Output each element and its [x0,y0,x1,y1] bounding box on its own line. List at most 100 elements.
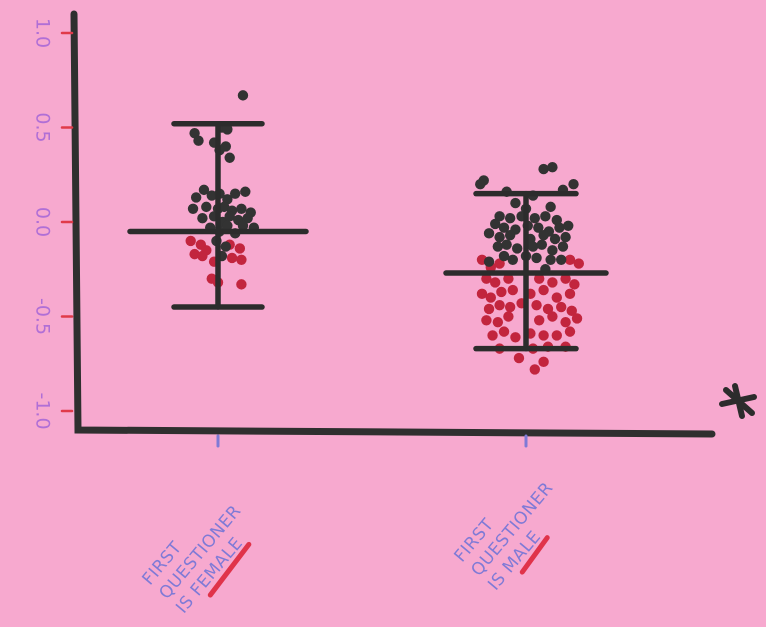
black-data-point [492,241,504,252]
black-data-point [219,201,230,213]
black-data-point [504,213,516,224]
black-data-point [533,222,544,233]
red-data-point [476,288,488,300]
black-data-point [547,161,558,173]
red-data-point [534,273,545,284]
black-data-point [224,211,235,222]
black-data-point [498,250,510,262]
red-data-point [487,330,498,341]
red-data-point [560,316,571,328]
red-data-point [496,286,507,298]
black-data-point [187,203,199,214]
red-data-point [560,273,571,284]
black-data-point [554,222,565,233]
black-data-point [242,213,253,224]
red-data-point [503,273,514,284]
black-data-point [527,241,539,252]
red-data-point [504,301,516,313]
black-data-point [220,241,231,252]
black-data-point [240,186,251,197]
black-data-point [545,201,556,213]
black-data-point [483,228,495,239]
red-data-point [551,330,562,341]
x-axis-ticks [216,434,528,448]
black-data-point [206,190,217,201]
category-underline [519,535,550,575]
y-tick-label: -0.5 [32,298,54,335]
black-data-point [563,220,574,231]
black-data-point [498,222,510,233]
red-data-point [538,284,549,296]
red-data-point [494,299,505,311]
black-data-point [237,220,249,231]
y-tick-label: 0.0 [32,207,54,237]
red-data-point [564,288,576,300]
red-data-point [538,356,549,368]
red-data-point [189,248,200,260]
black-data-point [483,256,495,267]
black-data-point [201,201,212,213]
red-data-point [513,352,525,364]
red-data-point [551,292,562,303]
black-data-point [501,239,512,250]
black-data-point [507,254,518,265]
black-data-point [529,213,540,224]
black-data-point [193,135,204,146]
red-data-point [547,311,558,322]
black-data-point [222,124,233,135]
black-data-point [490,218,501,230]
black-data-point [536,239,548,250]
black-data-point [560,231,571,243]
red-data-point [226,252,238,264]
red-data-point [490,277,501,288]
red-data-point [531,299,542,311]
black-data-point [538,163,549,175]
category-underline [207,541,252,598]
red-data-point [507,284,518,296]
red-data-point [185,235,196,247]
red-data-point [573,258,584,269]
black-data-point [494,211,505,222]
red-data-point [498,326,510,337]
black-data-point [504,230,516,241]
red-data-point [483,303,495,315]
black-data-point [475,179,486,190]
black-data-point [547,245,558,256]
red-data-point [234,243,246,254]
black-data-point [224,152,235,163]
red-data-point [503,311,514,322]
black-data-point [190,192,202,203]
black-data-point [197,213,208,224]
red-data-point [564,326,576,337]
black-data-point [229,188,241,199]
axes [70,10,716,438]
red-data-point [529,364,540,375]
black-data-point [237,90,249,101]
red-data-point [485,292,496,303]
black-data-point [531,252,542,264]
red-data-point [556,301,567,313]
red-data-point [236,254,247,265]
asterisk-icon [719,383,757,419]
black-data-point [549,233,561,245]
black-data-point [556,254,567,265]
black-data-point [198,184,210,196]
black-data-point [494,231,505,243]
red-data-point [547,277,558,288]
red-data-point [481,315,492,326]
black-data-point [510,197,521,209]
red-data-point [481,273,492,284]
black-data-point [236,203,247,214]
red-data-point [569,279,580,290]
black-data-point [222,220,233,231]
y-tick-label: 1.0 [32,18,54,48]
black-data-point [538,230,549,241]
black-data-point [557,241,569,252]
black-data-point [512,243,523,254]
red-data-point [492,316,504,328]
red-data-point [564,254,576,265]
